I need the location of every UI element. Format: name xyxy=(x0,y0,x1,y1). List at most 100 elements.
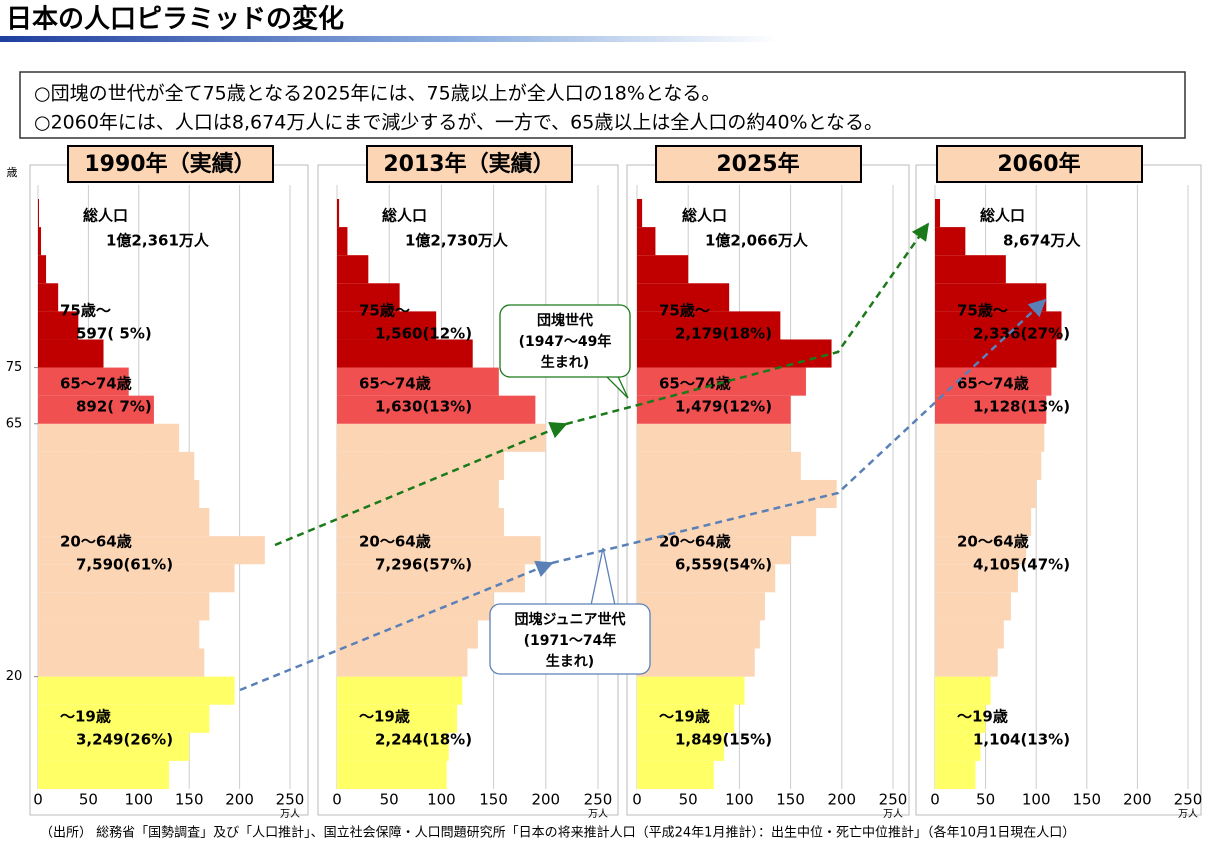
callout-mask xyxy=(501,306,629,376)
panel-header-box xyxy=(936,145,1143,183)
population-bar xyxy=(38,423,180,452)
population-bar xyxy=(337,592,494,621)
population-bar xyxy=(637,255,689,284)
x-tick-label: 250 xyxy=(1174,791,1203,809)
population-bar xyxy=(935,536,1027,565)
x-tick-label: 200 xyxy=(827,791,856,809)
group-value: 1,560(12%) xyxy=(375,325,472,343)
population-bar xyxy=(935,367,1052,396)
population-bar xyxy=(337,199,340,228)
group-name: ～19歳 xyxy=(359,708,410,726)
callout-text: 生まれ) xyxy=(546,653,594,670)
x-unit: 万人 xyxy=(588,808,608,820)
y-unit: 歳 xyxy=(7,166,18,179)
population-bar xyxy=(637,620,760,649)
population-bar xyxy=(637,311,781,340)
population-bar xyxy=(637,676,745,705)
x-tick-label: 100 xyxy=(725,791,754,809)
population-bar xyxy=(337,760,447,789)
x-tick-label: 200 xyxy=(225,791,254,809)
group-name: ～19歳 xyxy=(957,708,1008,726)
callout-text: 団塊ジュニア世代 xyxy=(514,611,625,628)
panel-header-box xyxy=(655,145,862,183)
population-bar xyxy=(637,704,735,733)
population-bar xyxy=(38,620,200,649)
group-name: 75歳～ xyxy=(359,302,410,320)
total-name: 総人口 xyxy=(980,207,1025,225)
population-bar xyxy=(935,451,1042,480)
population-bar xyxy=(38,732,190,761)
population-bar xyxy=(38,564,235,593)
x-unit: 万人 xyxy=(1178,808,1198,820)
population-bar xyxy=(935,423,1045,452)
population-bar xyxy=(637,508,817,537)
population-bar xyxy=(337,227,348,256)
population-bar xyxy=(637,395,791,424)
total-name: 総人口 xyxy=(382,207,427,225)
callout-text: 団塊世代 xyxy=(537,312,593,329)
population-bar xyxy=(337,423,546,452)
panel-header: 2013年（実績） xyxy=(383,151,554,177)
x-tick-label: 0 xyxy=(632,791,642,809)
population-bar xyxy=(337,255,369,284)
population-bar xyxy=(337,508,505,537)
group-value: 4,105(47%) xyxy=(973,556,1070,574)
population-bar xyxy=(637,479,837,509)
population-bar xyxy=(637,564,776,593)
population-bar xyxy=(337,451,505,480)
population-bar xyxy=(337,564,525,593)
population-bar xyxy=(637,592,765,621)
group-name: 20～64歳 xyxy=(359,533,431,551)
group-name: 75歳～ xyxy=(60,302,111,320)
population-bar xyxy=(337,732,449,761)
population-bar xyxy=(38,339,104,368)
population-bar xyxy=(935,620,1004,649)
population-bar xyxy=(38,395,154,424)
group-value: 1,479(12%) xyxy=(675,398,772,416)
cohort-arrow xyxy=(551,298,1047,565)
group-name: 65～74歳 xyxy=(60,375,132,393)
callout-text: 生まれ) xyxy=(541,354,589,371)
group-name: 65～74歳 xyxy=(957,375,1029,393)
population-bar xyxy=(38,283,59,312)
cohort-arrow xyxy=(565,222,930,426)
panel-header: 1990年（実績） xyxy=(84,151,255,177)
population-bar xyxy=(337,311,437,340)
population-bar xyxy=(935,395,1047,424)
callout-text: (1971～74年 xyxy=(524,632,617,649)
group-value: 892( 7%) xyxy=(76,398,152,416)
x-tick-label: 250 xyxy=(879,791,908,809)
panel-header-box xyxy=(67,145,274,183)
population-bar xyxy=(337,283,400,312)
cohort-arrow xyxy=(239,560,554,692)
x-tick-label: 250 xyxy=(276,791,305,809)
total-value: 1億2,361万人 xyxy=(106,232,210,250)
panel-header-box xyxy=(366,145,573,183)
x-tick-label: 50 xyxy=(976,791,995,809)
page-title: 日本の人口ピラミッドの変化 xyxy=(6,4,344,35)
group-name: ～19歳 xyxy=(659,708,710,726)
population-bar xyxy=(637,423,791,452)
population-bar xyxy=(637,199,643,228)
population-bar xyxy=(637,227,656,256)
group-value: 1,128(13%) xyxy=(973,398,1070,416)
population-bar xyxy=(935,676,991,705)
x-tick-label: 200 xyxy=(1123,791,1152,809)
population-bar xyxy=(38,648,205,677)
population-bar xyxy=(637,339,832,368)
population-bar xyxy=(337,395,536,424)
population-bar xyxy=(38,676,235,705)
population-bar xyxy=(38,367,129,396)
group-value: 2,336(27%) xyxy=(973,325,1070,343)
x-tick-label: 150 xyxy=(479,791,508,809)
summary-line: ○2060年には、人口は8,674万人にまで減少するが、一方で、65歳以上は全人… xyxy=(34,112,883,134)
group-name: 75歳～ xyxy=(957,302,1008,320)
population-bar xyxy=(38,451,195,480)
population-bar xyxy=(935,199,941,228)
population-bar xyxy=(337,704,458,733)
group-value: 1,630(13%) xyxy=(375,398,472,416)
population-bar xyxy=(935,592,1011,621)
population-bar xyxy=(935,339,1057,368)
population-bar xyxy=(935,732,981,761)
population-bar xyxy=(38,227,42,256)
